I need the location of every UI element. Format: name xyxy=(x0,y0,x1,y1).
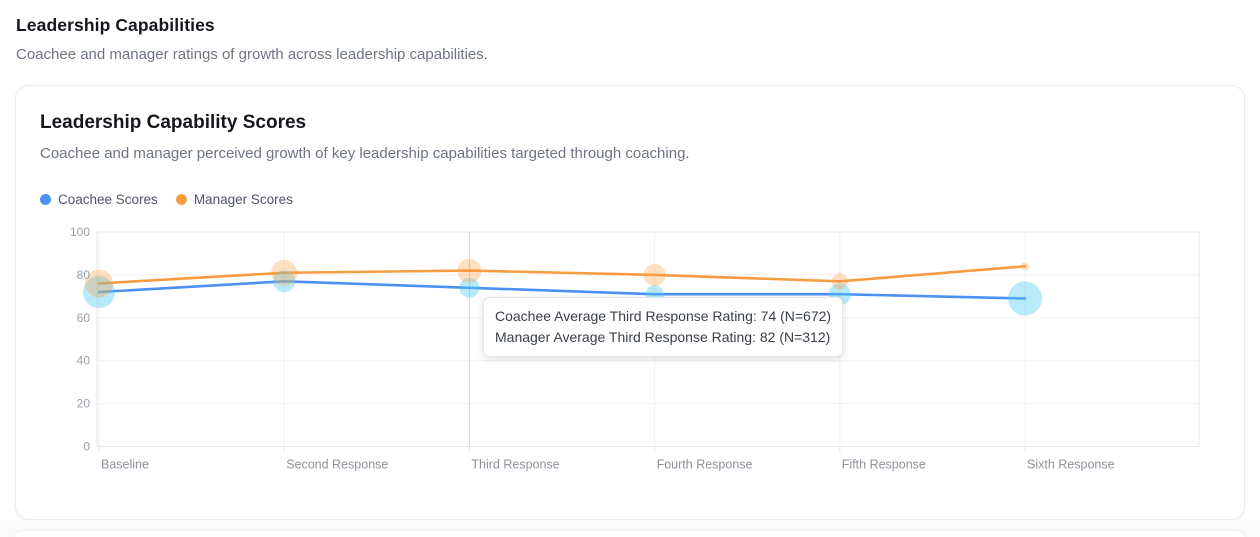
plot-border xyxy=(96,231,1200,447)
legend-item-manager[interactable]: Manager Scores xyxy=(175,191,293,207)
legend-label-manager: Manager Scores xyxy=(193,191,293,207)
x-tick-label-second-response: Second Response xyxy=(286,458,388,472)
page-subtitle: Coachee and manager ratings of growth ac… xyxy=(16,46,488,63)
manager-scores-point-second-response[interactable] xyxy=(271,259,298,286)
y-tick-label: 20 xyxy=(77,397,91,411)
manager-scores-point-fourth-response[interactable] xyxy=(643,263,666,286)
manager-scores-line[interactable] xyxy=(97,265,1027,285)
manager-scores-point-third-response[interactable] xyxy=(457,258,482,283)
manager-scores-point-sixth-response[interactable] xyxy=(1021,262,1029,271)
x-tick-label-baseline: Baseline xyxy=(101,458,149,472)
manager-scores-point-baseline[interactable] xyxy=(85,269,113,298)
tooltip-line-manager: Manager Average Third Response Rating: 8… xyxy=(495,329,831,345)
y-tick-label: 100 xyxy=(70,226,90,239)
x-tick-label-fourth-response: Fourth Response xyxy=(657,458,753,472)
card-subtitle: Coachee and manager perceived growth of … xyxy=(40,145,690,162)
manager-series-swatch-icon xyxy=(175,193,187,205)
coachee-scores-point-third-response[interactable] xyxy=(459,277,480,298)
coachee-scores-line[interactable] xyxy=(97,280,1027,300)
page-title: Leadership Capabilities xyxy=(16,15,215,35)
x-tick-label-sixth-response: Sixth Response xyxy=(1027,458,1115,472)
chart-canvas[interactable]: 0 20 40 60 80 100 Baseline Second Response Third… xyxy=(60,226,1214,480)
legend-item-coachee[interactable]: Coachee Scores xyxy=(40,192,158,207)
y-tick-label: 60 xyxy=(77,311,91,325)
coachee-scores-point-baseline[interactable] xyxy=(83,276,115,309)
tooltip-line-coachee: Coachee Average Third Response Rating: 7… xyxy=(495,308,832,324)
chart-tooltip: Coachee Average Third Response Rating: 7… xyxy=(483,297,844,357)
y-tick-label: 40 xyxy=(77,354,91,368)
coachee-scores-point-second-response[interactable] xyxy=(273,270,296,293)
legend-label-coachee: Coachee Scores xyxy=(58,191,158,207)
next-card-edge xyxy=(15,531,1245,537)
manager-scores-point-fifth-response[interactable] xyxy=(831,273,848,290)
chart-legend: Coachee Scores Manager Scores xyxy=(40,188,293,210)
card-title: Leadership Capability Scores xyxy=(40,112,307,133)
line-chart[interactable]: 0 20 40 60 80 100 Baseline Second Response Third… xyxy=(60,226,1214,480)
y-tick-label: 0 xyxy=(83,440,90,454)
coachee-scores-point-sixth-response[interactable] xyxy=(1008,281,1042,316)
x-tick-label-fifth-response: Fifth Response xyxy=(842,458,926,472)
coachee-series-swatch-icon xyxy=(40,193,51,205)
y-tick-label: 80 xyxy=(77,268,91,282)
x-tick-label-third-response: Third Response xyxy=(471,458,559,472)
